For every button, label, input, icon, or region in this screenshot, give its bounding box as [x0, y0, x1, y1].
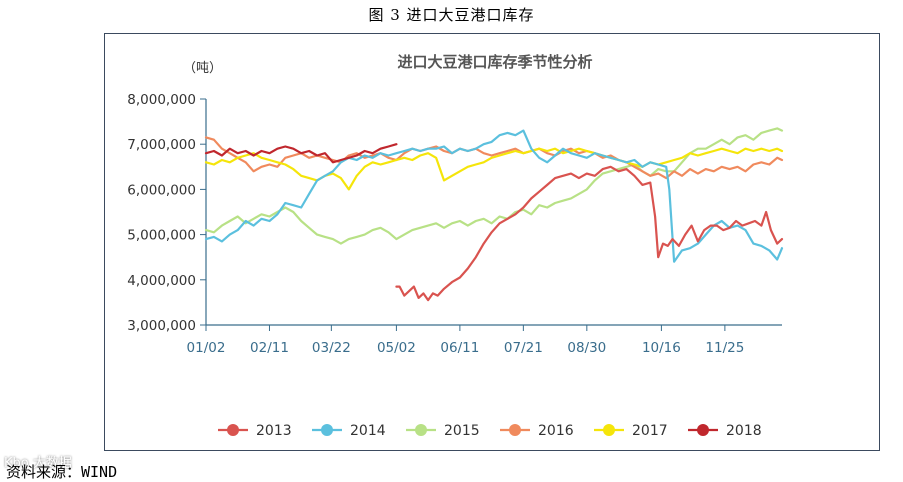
- series-layer: [204, 127, 784, 302]
- x-tick-label: 03/22: [312, 340, 351, 356]
- legend-item-2018: 2018: [726, 423, 762, 439]
- chart-frame: 进口大豆港口库存季节性分析 （吨） 3,000,000 4,000,000 5,00…: [104, 33, 880, 451]
- x-tick-label: 01/02: [187, 340, 226, 356]
- chart-legend: 2013 2014 2015 2016 2017 2018: [218, 423, 762, 439]
- chart-canvas: 进口大豆港口库存季节性分析 （吨） 3,000,000 4,000,000 5,00…: [127, 53, 784, 439]
- source-note: 资料来源：WIND: [6, 463, 118, 481]
- legend-item-2017: 2017: [632, 423, 668, 439]
- watermark: Kbo 大数据: [4, 456, 72, 471]
- figure-title: 图 3 进口大豆港口库存: [368, 6, 535, 24]
- x-tick-label: 02/11: [250, 340, 289, 356]
- series-line-2014: [204, 129, 784, 263]
- series-line-2018: [204, 143, 398, 164]
- legend-item-2014: 2014: [350, 423, 386, 439]
- y-tick-label: 5,000,000: [127, 228, 196, 244]
- x-tick-label: 08/30: [567, 340, 606, 356]
- y-tick-label: 7,000,000: [127, 137, 196, 153]
- legend-item-2013: 2013: [256, 423, 292, 439]
- series-line-2015: [204, 127, 784, 245]
- x-tick-label: 11/25: [705, 340, 744, 356]
- y-tick-label: 4,000,000: [127, 273, 196, 289]
- legend-swatch-dot: [697, 424, 709, 436]
- series-line-2017: [204, 147, 784, 191]
- y-tick-label: 8,000,000: [127, 92, 196, 108]
- x-tick-label: 06/11: [440, 340, 479, 356]
- y-axis-label: （吨）: [183, 61, 222, 76]
- series-line-2013: [395, 165, 784, 302]
- y-tick-label: 6,000,000: [127, 182, 196, 198]
- legend-item-2015: 2015: [444, 423, 480, 439]
- chart-axes: 3,000,000 4,000,000 5,000,000 6,000,000 7,00…: [127, 92, 782, 356]
- x-tick-label: 10/16: [642, 340, 681, 356]
- legend-swatch-dot: [227, 424, 239, 436]
- x-tick-label: 07/21: [504, 340, 543, 356]
- legend-swatch-dot: [509, 424, 521, 436]
- chart-title: 进口大豆港口库存季节性分析: [397, 53, 592, 71]
- legend-swatch-dot: [415, 424, 427, 436]
- x-tick-label: 05/02: [377, 340, 416, 356]
- legend-item-2016: 2016: [538, 423, 574, 439]
- legend-swatch-dot: [321, 424, 333, 436]
- y-tick-label: 3,000,000: [127, 318, 196, 334]
- legend-swatch-dot: [603, 424, 615, 436]
